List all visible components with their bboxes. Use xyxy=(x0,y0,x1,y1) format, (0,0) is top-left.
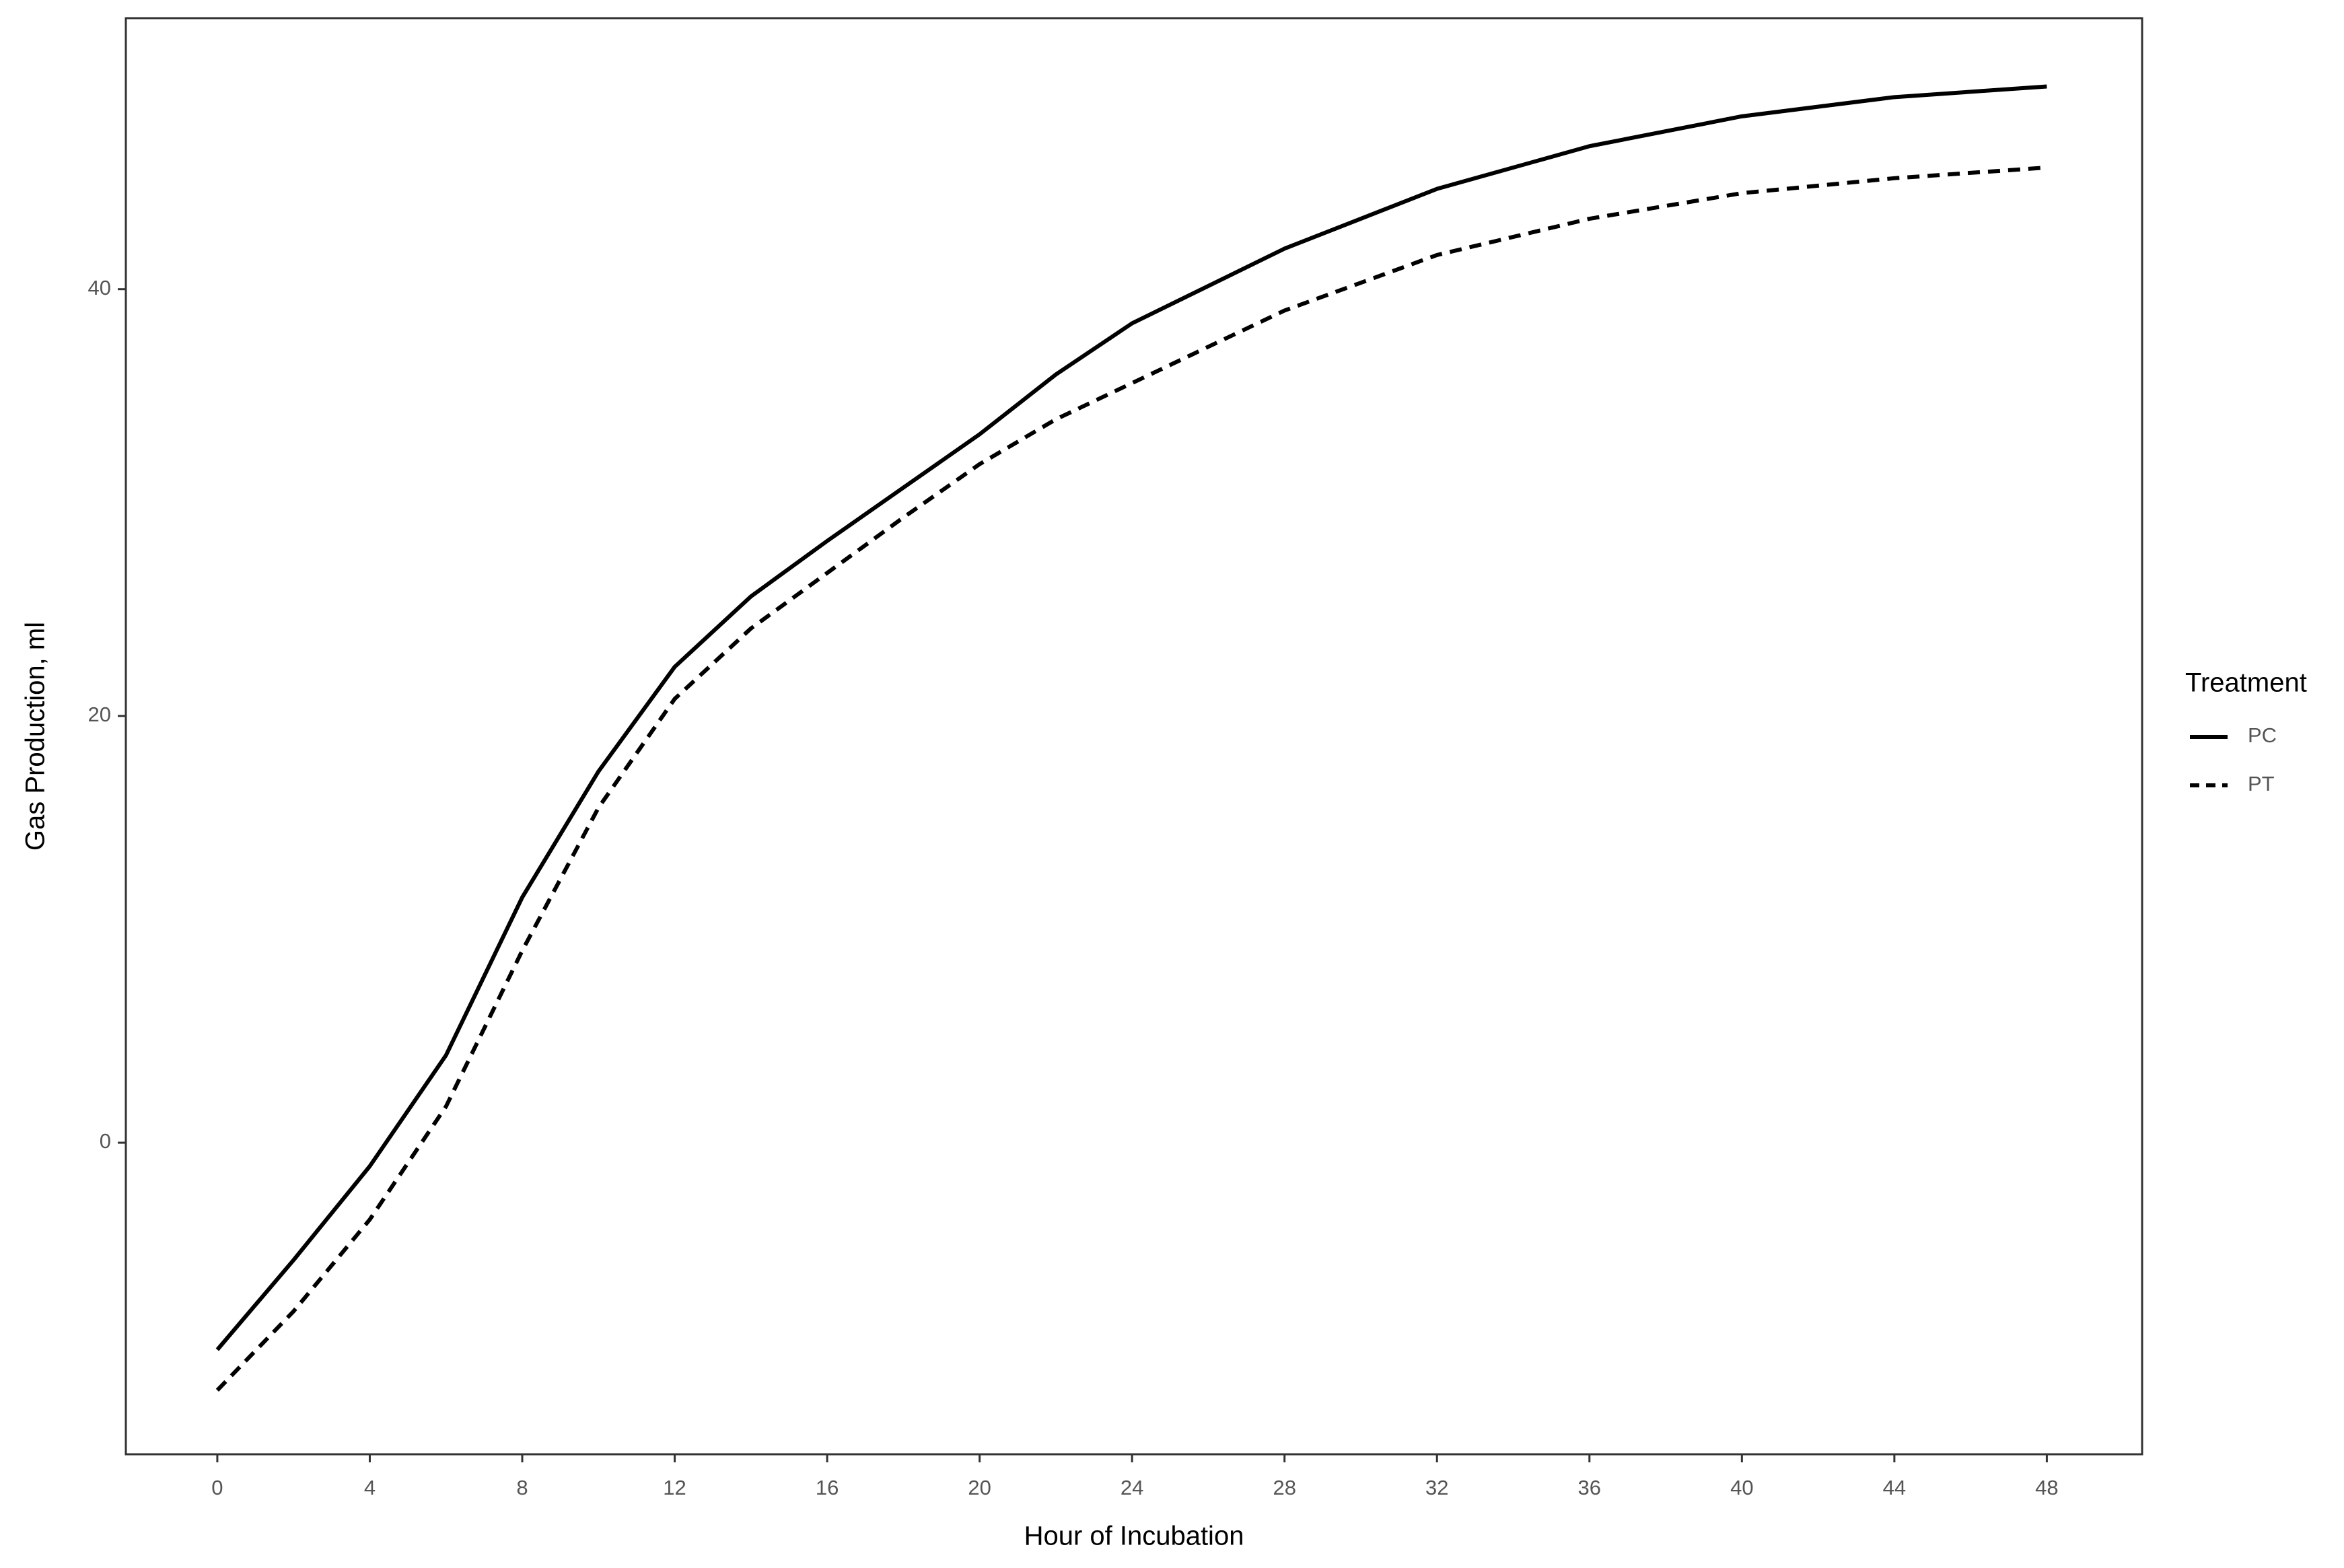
x-tick-label: 28 xyxy=(1273,1476,1295,1499)
legend-label: PT xyxy=(2248,772,2275,795)
x-tick-label: 40 xyxy=(1730,1476,1753,1499)
legend-label: PC xyxy=(2248,723,2277,747)
x-tick-label: 36 xyxy=(1578,1476,1601,1499)
x-tick-label: 12 xyxy=(663,1476,686,1499)
x-tick-label: 0 xyxy=(211,1476,223,1499)
y-axis-title: Gas Production, ml xyxy=(21,622,50,851)
x-tick-label: 20 xyxy=(968,1476,991,1499)
series-line xyxy=(215,84,2047,1351)
y-tick-label: 40 xyxy=(88,276,111,299)
legend-title: Treatment xyxy=(2185,668,2307,698)
series-line xyxy=(215,165,2047,1392)
x-tick-label: 32 xyxy=(1425,1476,1448,1499)
plot-frame xyxy=(125,17,2143,1456)
x-tick-label: 44 xyxy=(1883,1476,1906,1499)
x-tick-label: 16 xyxy=(816,1476,839,1499)
y-tick-label: 0 xyxy=(100,1129,111,1153)
x-tick-label: 48 xyxy=(2035,1476,2058,1499)
x-axis-title: Hour of Incubation xyxy=(1024,1522,1244,1551)
y-tick-label: 20 xyxy=(88,703,111,726)
x-tick-label: 4 xyxy=(364,1476,376,1499)
x-tick-label: 24 xyxy=(1121,1476,1143,1499)
x-tick-label: 8 xyxy=(516,1476,528,1499)
